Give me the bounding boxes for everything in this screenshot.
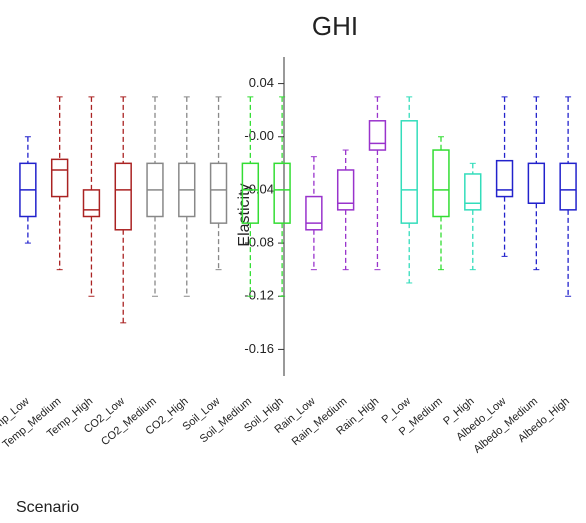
y-tick-label: -0.00 <box>244 128 274 143</box>
y-tick-label: -0.04 <box>244 181 274 196</box>
y-tick-label: -0.08 <box>244 235 274 250</box>
page: GHI Elasticity Scenario 0.04-0.00-0.04-0… <box>0 0 586 523</box>
background <box>0 0 586 523</box>
chart-title: GHI <box>312 11 358 41</box>
y-tick-label: -0.12 <box>244 288 274 303</box>
x-axis-label: Scenario <box>16 499 79 516</box>
y-tick-label: -0.16 <box>244 341 274 356</box>
chart: GHI Elasticity Scenario 0.04-0.00-0.04-0… <box>0 0 586 523</box>
y-tick-label: 0.04 <box>249 75 274 90</box>
